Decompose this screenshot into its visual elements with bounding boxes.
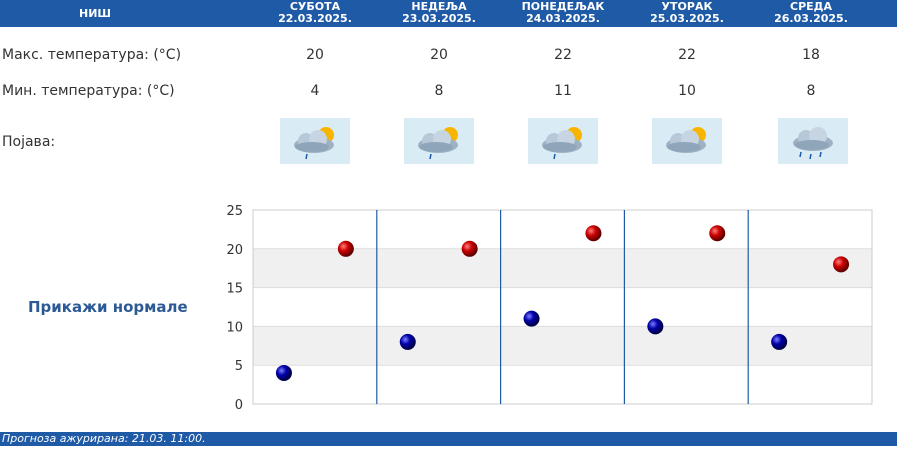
max-temp-point [337, 240, 354, 257]
day-name: УТОРАК [661, 0, 713, 13]
y-tick-label: 25 [226, 204, 243, 219]
phenomenon-label: Појава: [2, 134, 56, 150]
max-temp-value: 18 [802, 47, 820, 63]
max-temp-point [461, 240, 478, 257]
day-date: 26.03.2025. [774, 12, 848, 25]
show-normals-link[interactable]: Прикажи нормале [28, 298, 188, 316]
day-name: СУБОТА [289, 0, 341, 13]
min-temp-point [399, 333, 416, 350]
day-date: 25.03.2025. [650, 12, 724, 25]
day-name: СРЕДА [790, 0, 832, 13]
grid-band [253, 326, 872, 366]
min-temp-value: 8 [806, 83, 816, 99]
max-temp-point [709, 225, 726, 242]
day-header-5: СРЕДА 26.03.2025. [749, 0, 873, 27]
max-temp-point [585, 225, 602, 242]
cloud-rain-icon [778, 118, 848, 164]
max-temp-value: 20 [306, 47, 324, 63]
y-tick-label: 0 [235, 398, 243, 413]
max-temp-value: 20 [430, 47, 448, 63]
min-temp-label: Мин. температура: (°C) [2, 83, 175, 99]
y-tick-label: 10 [226, 320, 243, 335]
forecast-header: НИШ СУБОТА 22.03.2025. НЕДЕЉА 23.03.2025… [0, 0, 897, 27]
y-tick-label: 15 [226, 282, 243, 297]
partly-cloudy-icon [652, 118, 722, 164]
max-temp-point [833, 256, 850, 273]
max-temp-value: 22 [678, 47, 696, 63]
min-temp-value: 4 [310, 83, 320, 99]
forecast-footer: Прогноза ажурирана: 21.03. 11:00. [0, 432, 897, 446]
city-name: НИШ [78, 7, 111, 20]
partly-cloudy-light-rain-icon [528, 118, 598, 164]
partly-cloudy-light-rain-icon [404, 118, 474, 164]
y-tick-label: 20 [226, 243, 243, 258]
min-temp-point [647, 318, 664, 335]
grid-band [253, 210, 872, 249]
day-header-2: НЕДЕЉА 23.03.2025. [377, 0, 501, 27]
grid-band [253, 287, 872, 327]
plot-border [252, 209, 873, 405]
y-tick-label: 5 [235, 359, 243, 374]
partly-cloudy-light-rain-icon [280, 118, 350, 164]
day-name: НЕДЕЉА [411, 0, 467, 13]
min-temp-point [275, 364, 292, 381]
day-name: ПОНЕДЕЉАК [521, 0, 605, 13]
grid-band [253, 365, 872, 404]
max-temp-value: 22 [554, 47, 572, 63]
min-temp-point [771, 333, 788, 350]
min-temp-point [523, 310, 540, 327]
day-header-4: УТОРАК 25.03.2025. [625, 0, 749, 27]
day-header-3: ПОНЕДЕЉАК 24.03.2025. [501, 0, 625, 27]
min-temp-value: 10 [678, 83, 696, 99]
day-date: 24.03.2025. [526, 12, 600, 25]
min-temp-value: 8 [434, 83, 444, 99]
forecast-updated: Прогноза ажурирана: 21.03. 11:00. [2, 432, 206, 445]
day-header-1: СУБОТА 22.03.2025. [253, 0, 377, 27]
grid-band [253, 248, 872, 288]
min-temp-value: 11 [554, 83, 572, 99]
day-date: 23.03.2025. [402, 12, 476, 25]
max-temp-label: Макс. температура: (°C) [2, 47, 182, 63]
day-date: 22.03.2025. [278, 12, 352, 25]
